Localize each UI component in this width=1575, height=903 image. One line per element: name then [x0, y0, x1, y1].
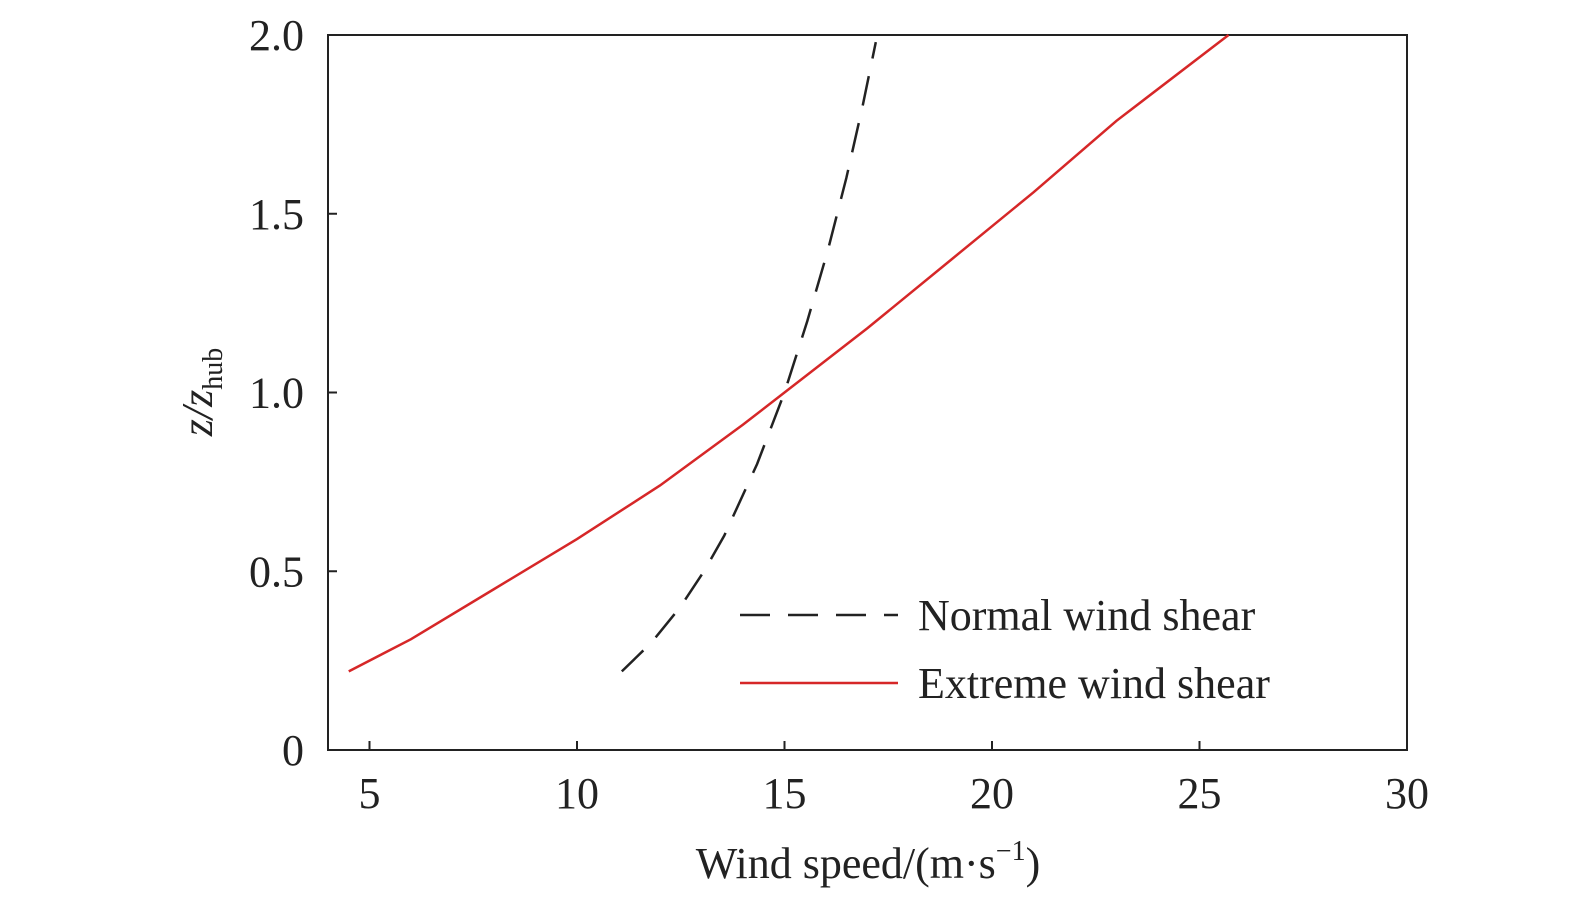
x-axis-label: Wind speed/(m·s−1) [696, 836, 1041, 888]
plot-frame [327, 34, 1408, 751]
y-label-sub: hub [198, 348, 229, 390]
y-tick-label: 1.5 [249, 190, 304, 239]
legend-label: Extreme wind shear [918, 659, 1270, 708]
x-tick-label: 20 [970, 769, 1014, 818]
y-tick-label: 1.0 [249, 369, 304, 418]
x-label-sup: −1 [996, 836, 1026, 867]
x-tick-label: 5 [359, 769, 381, 818]
y-tick-label: 2.0 [249, 11, 304, 60]
y-label-text: z/z [173, 390, 222, 437]
y-tick-label: 0.5 [249, 547, 304, 596]
y-axis-label: z/zhub [173, 348, 229, 437]
data-line [620, 41, 878, 673]
x-tick-label: 25 [1178, 769, 1222, 818]
x-tick-label: 30 [1385, 769, 1429, 818]
x-label-tail: ) [1026, 839, 1041, 888]
legend-label: Normal wind shear [918, 591, 1256, 640]
y-tick-label: 0 [282, 726, 304, 775]
x-tick-label: 15 [763, 769, 807, 818]
x-tick-label: 10 [555, 769, 599, 818]
data-line [348, 34, 1230, 673]
x-label-text: Wind speed/(m·s [696, 839, 996, 888]
